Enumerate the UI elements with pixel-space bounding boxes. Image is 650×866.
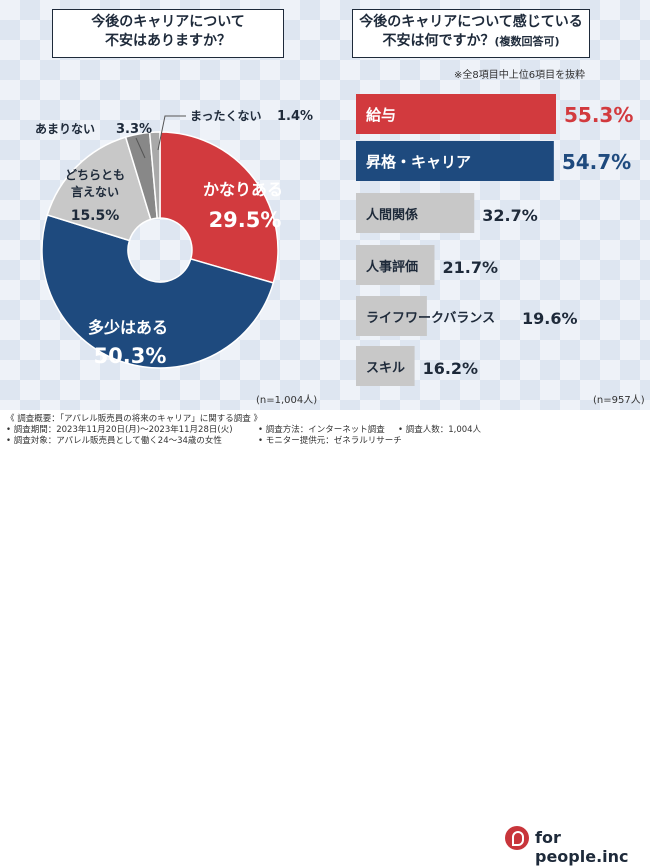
bar-4 [356, 245, 435, 285]
right-sample-size: (n=957人) [593, 395, 645, 406]
pie-slice-2 [41, 214, 275, 369]
bar-label-2: 昇格・キャリア [366, 153, 471, 171]
bar-label-5: ライフワークバランス [366, 311, 495, 326]
pie-label-2: 多少はある [88, 318, 168, 337]
pie-slice-5 [148, 131, 161, 219]
bar-6 [356, 346, 415, 386]
bar-5 [356, 296, 427, 336]
pie-slice-3 [46, 136, 152, 242]
pie-leader-5 [157, 115, 186, 151]
bar-3 [356, 193, 475, 233]
bar-value-6: 16.2% [423, 359, 479, 378]
left-title-line-1: 今後のキャリアについて [91, 14, 245, 30]
pie-value-3: 15.5% [71, 208, 120, 224]
pie-value-5: 1.4% [277, 109, 313, 124]
pie-value-2: 50.3% [94, 344, 167, 368]
footer-target: • 調査対象：アパレル販売員として働く24〜34歳の女性 [6, 436, 222, 446]
footer-method: • 調査方法：インターネット調査 [258, 425, 385, 435]
bar-value-5: 19.6% [522, 309, 578, 328]
bar-value-4: 21.7% [442, 258, 498, 277]
right-title-line-1: 今後のキャリアについて感じている [359, 14, 583, 30]
right-chart-title: 今後のキャリアについて感じている 不安は何ですか？(複数回答可) [352, 9, 590, 58]
left-title-line-2: 不安はありますか？ [105, 33, 231, 49]
right-title-suffix: (複数回答可) [494, 35, 560, 48]
left-chart-title: 今後のキャリアについて 不安はありますか？ [52, 9, 284, 58]
bar-2 [356, 141, 554, 181]
left-sample-size: (n=1,004人) [256, 395, 318, 406]
bar-value-1: 55.3% [564, 103, 633, 127]
footer: 《 調査概要：「アパレル販売員の将来のキャリア」に関する調査 》 • 調査期間：… [0, 410, 650, 866]
bar-value-2: 54.7% [562, 150, 631, 174]
right-title-line-2: 不安は何ですか？(複数回答可) [353, 32, 589, 51]
bar-1 [356, 94, 556, 134]
footer-summary: 《 調査概要：「アパレル販売員の将来のキャリア」に関する調査 》 [6, 414, 262, 424]
brand-name: for people.inc [535, 828, 629, 866]
footer-period: • 調査期間：2023年11月20日(月)〜2023年11月28日(火) [6, 425, 233, 435]
pie-label-4: あまりない [35, 122, 95, 136]
pie-value-1: 29.5% [209, 208, 282, 232]
footer-monitor: • モニター提供元：ゼネラルリサーチ [258, 436, 402, 446]
bar-label-6: スキル [366, 361, 405, 376]
bar-value-3: 32.7% [482, 206, 538, 225]
pie-value-4: 3.3% [116, 122, 152, 137]
bar-label-3: 人間関係 [366, 207, 418, 223]
pie-slice-1 [159, 131, 279, 284]
bar-label-4: 人事評価 [366, 259, 418, 275]
brand-logo: for people.inc [505, 824, 645, 866]
footer-count: • 調査人数：1,004人 [398, 425, 482, 435]
pie-leader-4 [135, 137, 146, 159]
right-title-main: 不安は何ですか？ [382, 33, 495, 49]
pie-label-3-line-1: どちらとも [65, 168, 125, 182]
pie-label-5: まったくない [190, 109, 262, 123]
pie-label-3-line-2: 言えない [71, 184, 119, 199]
right-note: ※全8項目中上位6項目を抜粋 [454, 70, 586, 81]
pie-label-1: かなりある [203, 180, 283, 199]
bar-label-1: 給与 [366, 106, 396, 124]
brand-logo-icon [505, 826, 529, 850]
